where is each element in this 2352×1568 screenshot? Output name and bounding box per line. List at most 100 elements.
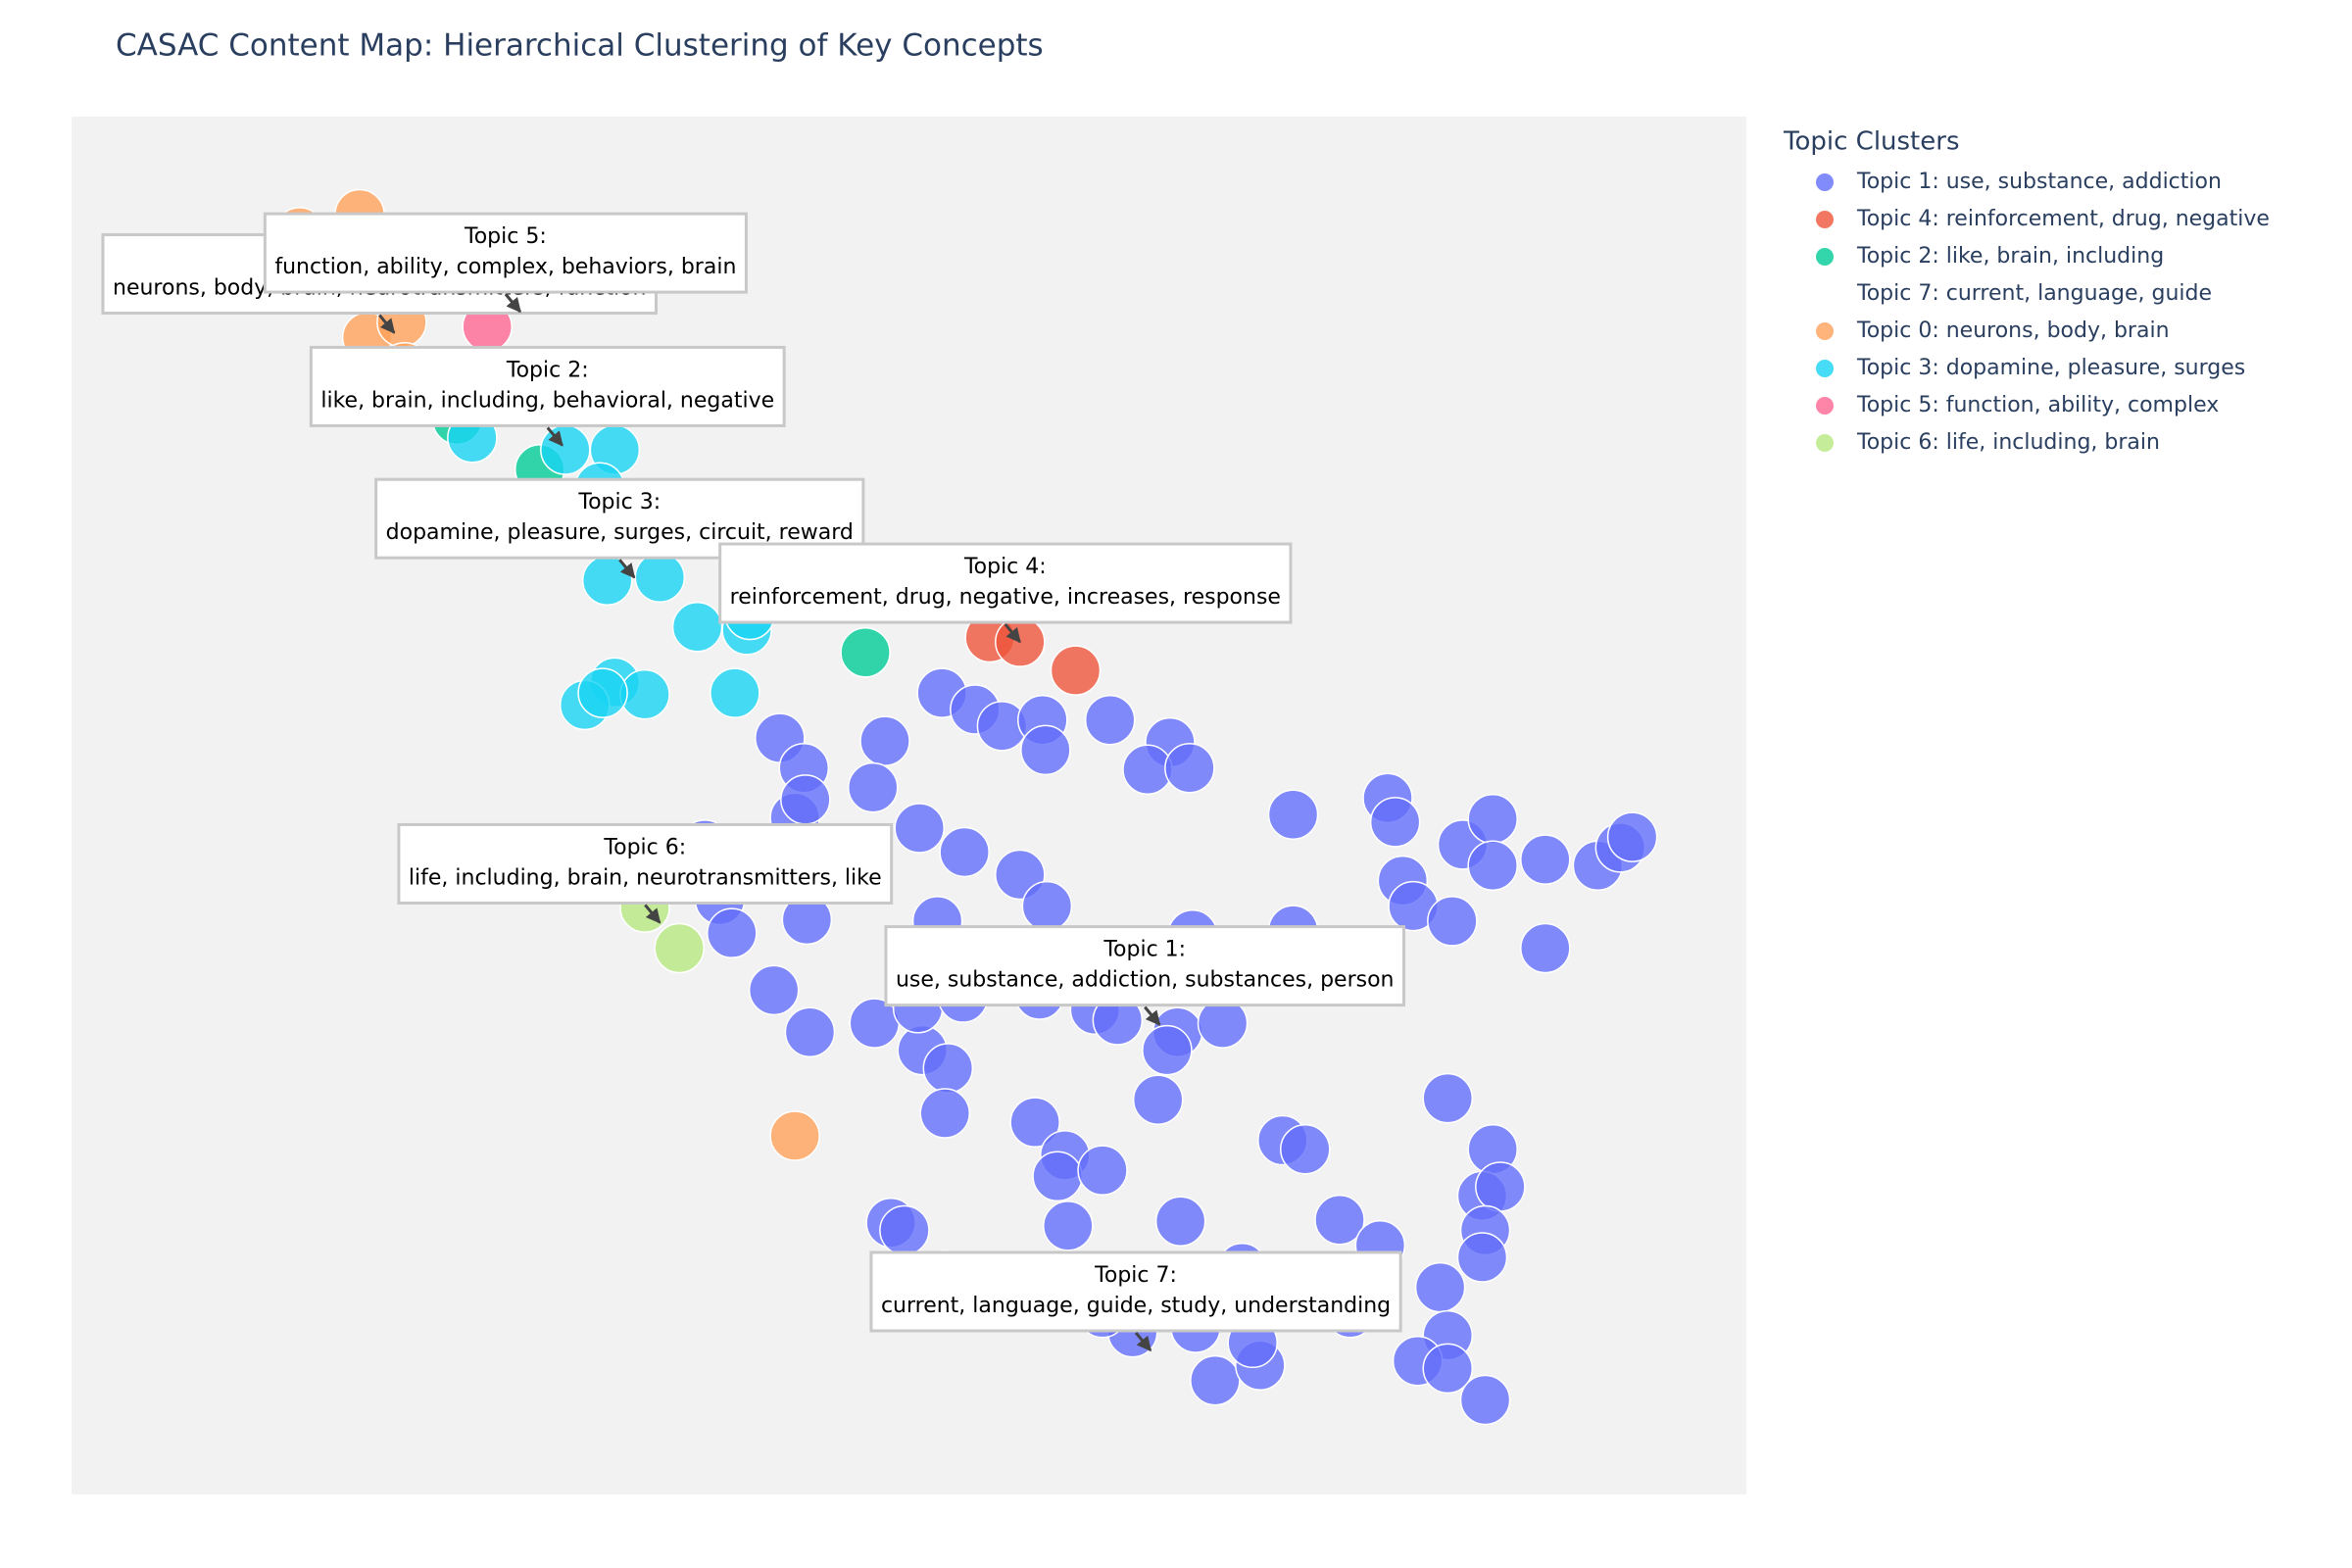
annotation-arrow: [1144, 1005, 1161, 1026]
legend-label: Topic 5: function, ability, complex: [1856, 393, 2219, 417]
legend-marker: [1816, 322, 1834, 340]
point: [1050, 645, 1102, 696]
point: [1456, 1232, 1508, 1283]
point: [577, 667, 628, 718]
point: [840, 627, 891, 678]
legend-label: Topic 3: dopamine, pleasure, surges: [1856, 356, 2245, 380]
annotation-title: Topic 5:: [464, 224, 547, 249]
annotation-title: Topic 2:: [506, 358, 589, 382]
annotation-box: [263, 212, 748, 294]
annotation: Topic 3: dopamine, pleasure, surges, circ…: [374, 477, 865, 579]
annotation-text: life, including, brain, neurotransmitter…: [409, 865, 882, 890]
legend-title: Topic Clusters: [1783, 127, 1960, 157]
annotation-arrow: [1004, 623, 1021, 644]
point: [1021, 880, 1073, 932]
annotation: Topic 7: current, language, guide, study,…: [869, 1250, 1402, 1352]
point: [710, 667, 760, 718]
annotation-text: like, brain, including, behavioral, nega…: [320, 388, 774, 413]
annotation-box: [397, 822, 894, 905]
point: [1520, 922, 1571, 974]
point: [1084, 694, 1136, 746]
point: [1077, 1145, 1128, 1196]
point: [769, 1110, 820, 1161]
annotation-title: Topic 4:: [963, 555, 1047, 579]
point: [879, 1204, 930, 1256]
legend-label: Topic 4: reinforcement, drug, negative: [1856, 207, 2270, 231]
point: [1032, 1151, 1083, 1202]
point: [939, 826, 990, 878]
annotation-box: [718, 542, 1293, 624]
point: [1459, 1374, 1511, 1426]
annotation: Topic 1: use, substance, addiction, subst…: [884, 925, 1406, 1026]
point: [919, 1088, 971, 1139]
point: [1422, 1343, 1474, 1395]
point: [1606, 811, 1658, 862]
point: [784, 1006, 836, 1058]
legend-marker: [1816, 248, 1834, 266]
annotation-title: Topic 3:: [577, 490, 661, 514]
point: [1190, 1354, 1241, 1406]
point: [1280, 1123, 1331, 1175]
point: [1314, 1194, 1365, 1246]
annotation: Topic 6: life, including, brain, neurotra…: [397, 822, 894, 924]
annotation-box: [884, 925, 1406, 1007]
point: [1132, 1074, 1184, 1125]
point: [1475, 1161, 1526, 1212]
point: [1142, 1024, 1193, 1076]
annotation-arrow: [1134, 1332, 1152, 1352]
point: [654, 922, 705, 974]
point: [1020, 724, 1071, 776]
annotation-arrow: [378, 314, 396, 334]
point: [1414, 1261, 1466, 1313]
annotation-title: Topic 1:: [1102, 938, 1186, 962]
annotation: Topic 4: reinforcement, drug, negative, i…: [718, 542, 1293, 644]
annotation-title: Topic 7:: [1094, 1263, 1177, 1288]
annotation-arrow: [504, 293, 522, 314]
chart-title: CASAC Content Map: Hierarchical Clusteri…: [116, 28, 1044, 64]
legend-label: Topic 0: neurons, body, brain: [1856, 318, 2170, 343]
annotation-text: use, substance, addiction, substances, p…: [896, 968, 1395, 993]
annotation: Topic 2: like, brain, including, behavior…: [309, 345, 786, 447]
point: [1427, 896, 1478, 947]
annotation-text: current, language, guide, study, underst…: [881, 1294, 1391, 1318]
point: [634, 552, 686, 603]
annotations: Topic 0:neurons, body, brain, neurotrans…: [101, 212, 1406, 1352]
annotation: Topic 5: function, ability, complex, beha…: [263, 212, 748, 314]
point: [922, 1043, 974, 1094]
legend-marker: [1816, 173, 1834, 191]
point: [1422, 1072, 1474, 1124]
point: [748, 964, 800, 1016]
legend-marker: [1816, 397, 1834, 415]
annotation-arrow: [618, 559, 636, 579]
point: [847, 761, 899, 813]
annotation-text: function, ability, complex, behaviors, b…: [274, 255, 736, 279]
point: [894, 803, 945, 854]
point: [581, 555, 633, 607]
legend-marker: [1816, 434, 1834, 452]
point: [1467, 840, 1518, 892]
annotation-title: Topic 6:: [603, 835, 686, 859]
legend-label: Topic 6: life, including, brain: [1856, 430, 2160, 455]
annotation-arrow: [546, 426, 564, 447]
annotation-box: [309, 345, 786, 427]
point: [1009, 1097, 1060, 1148]
legend-label: Topic 1: use, substance, addiction: [1856, 170, 2222, 194]
point: [1369, 797, 1421, 848]
point: [1467, 794, 1518, 845]
annotation-text: reinforcement, drug, negative, increases…: [730, 585, 1281, 610]
point: [707, 907, 758, 958]
annotation-arrow: [644, 904, 662, 924]
legend-marker: [1816, 360, 1834, 377]
legend: Topic 1: use, substance, addiction Topic …: [1816, 170, 2270, 455]
legend-label: Topic 7: current, language, guide: [1856, 281, 2212, 306]
point: [1164, 742, 1215, 794]
annotation-text: dopamine, pleasure, surges, circuit, rew…: [386, 520, 854, 545]
point: [780, 774, 831, 825]
point: [671, 601, 723, 653]
legend-label: Topic 2: like, brain, including: [1856, 244, 2164, 269]
point: [1520, 834, 1571, 885]
legend-marker: [1816, 211, 1834, 228]
point: [1154, 1196, 1206, 1248]
point: [859, 715, 910, 766]
